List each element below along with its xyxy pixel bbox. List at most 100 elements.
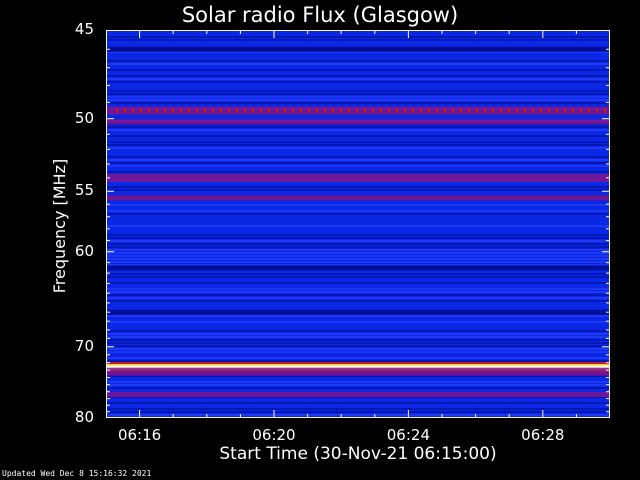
spectrogram-stripe	[106, 411, 610, 413]
burst-dot	[548, 108, 550, 113]
band-line	[106, 265, 610, 271]
spectrogram-stripe	[106, 351, 610, 353]
spectrogram-stripe	[106, 243, 610, 245]
spectrogram-stripe	[106, 234, 610, 236]
spectrogram-stripe	[106, 264, 610, 266]
burst-dot	[116, 108, 118, 113]
burst-dot	[428, 108, 430, 113]
spectrogram-stripe	[106, 375, 610, 377]
chart-title: Solar radio Flux (Glasgow)	[181, 3, 459, 27]
burst-dot	[156, 108, 158, 113]
spectrogram-stripe	[106, 354, 610, 356]
spectrogram-stripe	[106, 90, 610, 92]
spectrogram-stripe	[106, 279, 610, 281]
band-line	[106, 367, 610, 376]
spectrogram-stripe	[106, 294, 610, 296]
burst-dot	[148, 108, 150, 113]
burst-dot	[380, 108, 382, 113]
burst-dot	[308, 108, 310, 113]
spectrogram-stripe	[106, 189, 610, 191]
band-line	[106, 173, 610, 182]
burst-dot	[188, 108, 190, 113]
burst-dot	[516, 108, 518, 113]
spectrogram-stripe	[106, 129, 610, 131]
burst-dot	[564, 108, 566, 113]
burst-dot	[500, 108, 502, 113]
x-axis-label: Start Time (30-Nov-21 06:15:00)	[219, 444, 497, 464]
spectrogram-stripe	[106, 54, 610, 56]
spectrogram-stripe	[106, 186, 610, 188]
burst-dot	[172, 108, 174, 113]
spectrogram-stripe	[106, 138, 610, 140]
spectrogram-stripe	[106, 87, 610, 89]
spectrogram-stripe	[106, 303, 610, 305]
spectrogram-stripe	[106, 156, 610, 158]
burst-dot	[364, 108, 366, 113]
spectrogram-stripe	[106, 384, 610, 386]
spectrogram-stripe	[106, 240, 610, 242]
burst-dot	[404, 108, 406, 113]
spectrogram-stripe	[106, 360, 610, 362]
spectrogram-stripe	[106, 381, 610, 383]
x-tick-label: 06:16	[117, 426, 162, 444]
spectrogram-stripe	[106, 315, 610, 317]
spectrogram-stripe	[106, 405, 610, 407]
burst-dot	[204, 108, 206, 113]
burst-dot	[292, 108, 294, 113]
burst-dot	[596, 108, 598, 113]
spectrogram-stripe	[106, 132, 610, 134]
spectrogram-stripe	[106, 39, 610, 41]
burst-dot	[220, 108, 222, 113]
burst-dot	[284, 108, 286, 113]
spectrogram-stripe	[106, 249, 610, 251]
spectrogram-stripe	[106, 321, 610, 323]
spectrogram-stripe	[106, 210, 610, 212]
y-axis-label: Frequency [MHz]	[50, 158, 69, 294]
burst-dot	[300, 108, 302, 113]
burst-dot	[436, 108, 438, 113]
burst-dot	[452, 108, 454, 113]
spectrogram-stripe	[106, 342, 610, 344]
spectrogram-stripe	[106, 246, 610, 248]
spectrogram-stripe	[106, 84, 610, 86]
burst-dot	[124, 108, 126, 113]
burst-dot	[540, 108, 542, 113]
x-tick-label: 06:24	[386, 426, 430, 444]
spectrogram-stripe	[106, 222, 610, 224]
spectrogram-stripe	[106, 282, 610, 284]
band-hot-core	[106, 366, 610, 369]
spectrogram-svg	[106, 30, 610, 418]
burst-dot	[468, 108, 470, 113]
spectrogram-stripe	[106, 414, 610, 416]
spectrogram-stripe	[106, 60, 610, 62]
spectrogram-stripe	[106, 171, 610, 173]
burst-dot	[444, 108, 446, 113]
plot-frame	[106, 30, 610, 418]
spectrogram-stripe	[106, 51, 610, 53]
burst-dot	[556, 108, 558, 113]
spectrogram-stripe	[106, 255, 610, 257]
spectrogram-stripe	[106, 288, 610, 290]
spectrogram-stripe	[106, 72, 610, 74]
spectrogram-stripe	[106, 318, 610, 320]
burst-dot	[372, 108, 374, 113]
spectrogram-stripe	[106, 99, 610, 101]
spectrogram-stripe	[106, 45, 610, 47]
y-tick-label: 80	[74, 408, 94, 426]
spectrogram-stripe	[106, 135, 610, 137]
spectrogram-stripe	[106, 306, 610, 308]
plot-area	[106, 30, 610, 418]
spectrogram-stripe	[106, 69, 610, 71]
x-tick-label: 06:20	[252, 426, 296, 444]
spectrogram-stripe	[106, 201, 610, 203]
spectrogram-stripe	[106, 144, 610, 146]
band-line	[106, 309, 610, 315]
spectrogram-stripe	[106, 402, 610, 404]
band-line	[106, 46, 610, 52]
spectrogram-stripe	[106, 105, 610, 107]
burst-dot	[140, 108, 142, 113]
spectrogram-stripe	[106, 147, 610, 149]
burst-dot	[348, 108, 350, 113]
burst-dot	[388, 108, 390, 113]
burst-dot	[396, 108, 398, 113]
